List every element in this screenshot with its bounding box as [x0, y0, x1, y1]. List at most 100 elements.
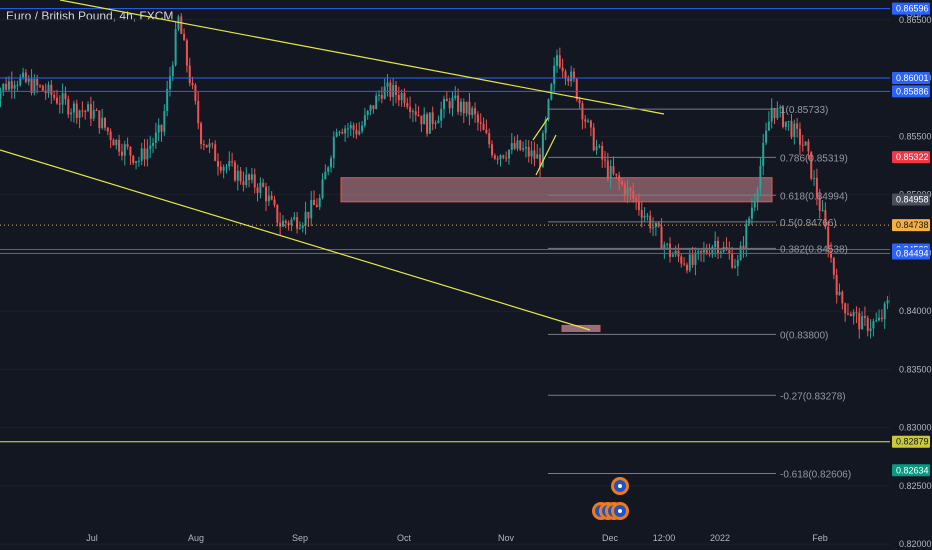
candle-body	[798, 128, 801, 145]
candle-body	[491, 144, 494, 156]
candle-body	[598, 145, 601, 147]
candle-body	[0, 90, 2, 100]
candle-body	[830, 251, 833, 258]
candle-body	[750, 207, 753, 219]
time-tick-label: Oct	[397, 533, 412, 543]
fib-level-label: 0.786(0.85319)	[780, 153, 848, 164]
candle-body	[835, 274, 838, 295]
candle-body	[70, 112, 73, 115]
candle-body	[513, 143, 516, 149]
candle-body	[338, 132, 341, 134]
candle-body	[386, 82, 389, 87]
candle-body	[202, 144, 205, 146]
candle-body	[7, 81, 10, 90]
candle-body	[626, 187, 629, 196]
price-tag-label: 0.82634	[896, 465, 929, 475]
candle-body	[137, 160, 140, 162]
candle-body	[191, 83, 194, 86]
candle-body	[443, 98, 445, 109]
candle-body	[846, 313, 849, 315]
candle-body	[420, 115, 423, 125]
candle-body	[33, 79, 36, 93]
event-icon-dot	[618, 484, 622, 488]
candle-body	[849, 313, 852, 317]
candle-body	[55, 97, 58, 104]
candle-body	[27, 78, 30, 82]
candle-body	[205, 144, 208, 148]
candle-body	[168, 76, 171, 89]
candle-body	[838, 291, 841, 295]
candle-body	[411, 111, 414, 113]
candle-body	[146, 148, 149, 160]
candle-body	[827, 226, 830, 252]
zones	[340, 177, 773, 332]
price-tick-label: 0.83500	[899, 364, 932, 374]
candle-body	[697, 250, 700, 253]
candle-body	[406, 103, 409, 107]
candle-body	[154, 132, 157, 144]
candle-body	[358, 131, 361, 135]
candle-body	[629, 187, 632, 192]
price-tag-label: 0.84494	[896, 249, 929, 259]
candle-body	[225, 166, 228, 168]
time-tick-label: Sep	[292, 533, 308, 543]
candle-body	[776, 107, 779, 119]
candle-body	[157, 125, 160, 133]
candle-body	[143, 148, 146, 160]
price-tag	[892, 85, 930, 98]
candle-body	[595, 146, 598, 151]
candle-body	[81, 110, 84, 112]
candle-body	[796, 123, 799, 129]
candle-body	[106, 127, 109, 132]
candle-body	[663, 244, 666, 249]
candle-body	[335, 132, 338, 137]
candle-body	[262, 182, 265, 187]
candle-body	[462, 101, 465, 114]
time-tick-label: 2022	[710, 533, 730, 543]
candle-body	[13, 85, 16, 89]
candle-body	[315, 204, 318, 207]
candle-body	[253, 174, 256, 188]
candle-body	[423, 114, 426, 125]
time-tick-label: Aug	[188, 533, 204, 543]
candle-body	[41, 85, 44, 91]
price-tick-label: 0.84000	[899, 306, 932, 316]
candle-body	[140, 148, 143, 161]
candle-body	[228, 161, 231, 167]
candle-body	[310, 199, 313, 219]
candle-body	[214, 144, 217, 161]
candle-body	[281, 220, 284, 227]
candle-body	[855, 312, 858, 314]
candle-body	[89, 104, 92, 119]
candle-body	[553, 65, 556, 85]
price-axis: 0.865000.860000.855000.850000.845000.840…	[890, 0, 932, 550]
candle-body	[858, 312, 861, 330]
candle-body	[782, 107, 784, 127]
candle-body	[208, 143, 211, 148]
drawings: 1(0.85733) 0.786(0.85319) 0.618(0.84994) 0.…	[0, 0, 890, 481]
candle-body	[539, 154, 542, 168]
candle-body	[239, 170, 242, 182]
candle-body	[318, 197, 321, 207]
candle-body	[5, 83, 8, 90]
candle-body	[604, 159, 607, 161]
candle-body	[53, 95, 56, 98]
candle-body	[265, 186, 268, 202]
candle-body	[482, 123, 485, 130]
candle-body	[516, 140, 519, 149]
candle-body	[872, 321, 875, 329]
candle-body	[166, 88, 169, 112]
candle-body	[533, 150, 536, 159]
candle-body	[92, 110, 95, 119]
candle-body	[394, 85, 397, 95]
time-tick-label: Nov	[498, 533, 515, 543]
candle-body	[572, 71, 575, 79]
candle-body	[118, 139, 121, 152]
candle-body	[284, 220, 287, 223]
candle-body	[369, 105, 372, 111]
fib-level-label: 0(0.83800)	[780, 330, 828, 341]
candle-body	[211, 143, 214, 145]
candle-body	[680, 256, 683, 264]
candle-body	[575, 78, 578, 100]
